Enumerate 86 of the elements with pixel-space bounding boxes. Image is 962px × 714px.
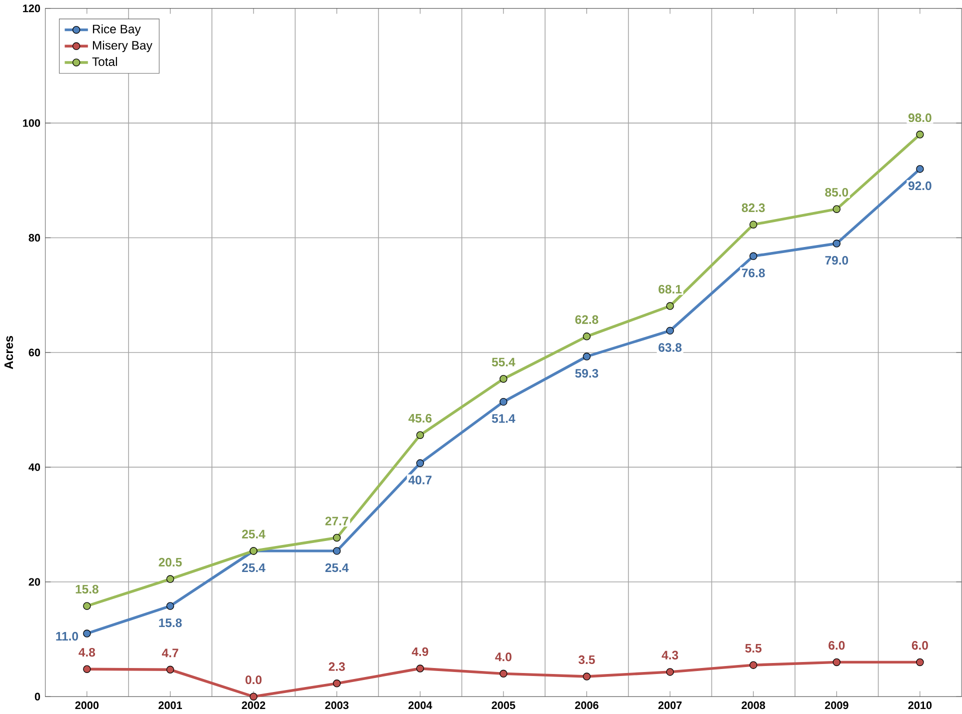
point xyxy=(916,658,924,666)
point xyxy=(83,630,91,638)
y-tick-label: 40 xyxy=(28,464,40,472)
legend-label: Total xyxy=(92,57,117,66)
data-label: 4.0 xyxy=(495,652,512,662)
point xyxy=(582,332,591,340)
y-tick-label: 80 xyxy=(28,234,40,242)
data-label: 68.1 xyxy=(658,285,682,294)
data-label: 3.5 xyxy=(578,656,595,664)
y-tick-label: 20 xyxy=(28,578,40,586)
data-label: 59.3 xyxy=(575,369,598,378)
x-tick-label: 2004 xyxy=(408,702,432,710)
x-tick-label: 2009 xyxy=(824,702,848,710)
point xyxy=(832,658,841,666)
y-tick-label: 100 xyxy=(23,119,40,128)
point xyxy=(166,666,174,674)
legend-label: Misery Bay xyxy=(92,40,152,52)
point xyxy=(500,398,508,406)
data-label: 62.8 xyxy=(575,315,598,324)
legend-label: Rice Bay xyxy=(92,24,141,36)
y-tick-label: 0 xyxy=(34,692,40,701)
point xyxy=(749,220,758,229)
data-label: 98.0 xyxy=(908,114,932,122)
data-label: 2.3 xyxy=(328,662,345,672)
data-label: 55.4 xyxy=(492,358,516,367)
data-label: 4.9 xyxy=(412,648,428,656)
x-tick-label: 2002 xyxy=(242,702,266,710)
data-label: 51.4 xyxy=(492,414,516,424)
point xyxy=(500,375,508,383)
data-label: 27.7 xyxy=(325,516,348,526)
x-tick-label: 2007 xyxy=(658,702,682,710)
x-tick-label: 2010 xyxy=(908,702,932,710)
point xyxy=(332,547,341,555)
point xyxy=(832,240,841,248)
data-label: 25.4 xyxy=(242,530,266,539)
data-label: 45.6 xyxy=(408,414,432,423)
x-tick-label: 2003 xyxy=(325,702,349,710)
x-tick-label: 2001 xyxy=(158,702,182,710)
point xyxy=(332,680,341,688)
point xyxy=(582,352,591,361)
point xyxy=(916,165,924,173)
data-label: 82.3 xyxy=(742,204,765,212)
x-tick-label: 2005 xyxy=(492,702,516,710)
data-label: 63.8 xyxy=(658,343,682,352)
data-label: 76.8 xyxy=(742,268,765,278)
point xyxy=(83,665,91,674)
point xyxy=(666,302,674,310)
point xyxy=(83,602,91,610)
y-axis-title: Acres xyxy=(4,336,14,370)
y-tick-label: 120 xyxy=(23,4,40,12)
x-tick-label: 2000 xyxy=(75,702,99,710)
data-label: 15.8 xyxy=(159,618,182,628)
data-label: 4.3 xyxy=(662,650,678,660)
data-label: 25.4 xyxy=(325,564,349,572)
point xyxy=(666,668,674,676)
point xyxy=(500,670,508,678)
data-label: 0.0 xyxy=(246,676,262,684)
data-label: 92.0 xyxy=(908,182,932,190)
point xyxy=(166,602,174,610)
point xyxy=(582,672,591,681)
data-label: 4.7 xyxy=(162,648,178,658)
point xyxy=(416,459,424,468)
y-tick-label: 60 xyxy=(28,348,40,357)
point xyxy=(166,575,174,584)
data-label: 40.7 xyxy=(408,476,432,484)
data-label: 20.5 xyxy=(158,558,182,567)
data-label: 6.0 xyxy=(912,641,928,650)
data-label: 6.0 xyxy=(828,641,845,650)
point xyxy=(416,431,424,440)
data-label: 15.8 xyxy=(76,585,98,594)
point xyxy=(916,130,924,139)
data-label: 4.8 xyxy=(78,648,96,657)
x-tick-label: 2008 xyxy=(742,702,766,710)
point xyxy=(250,692,258,701)
point xyxy=(332,534,341,542)
point xyxy=(832,205,841,214)
point xyxy=(749,252,758,260)
point xyxy=(416,664,424,673)
point xyxy=(666,326,674,335)
data-label: 79.0 xyxy=(825,256,848,265)
point xyxy=(749,661,758,670)
data-label: 25.4 xyxy=(242,564,266,572)
data-label: 11.0 xyxy=(56,632,78,641)
data-label: 85.0 xyxy=(825,188,848,197)
x-tick-label: 2006 xyxy=(575,702,598,710)
data-label: 5.5 xyxy=(745,644,762,653)
